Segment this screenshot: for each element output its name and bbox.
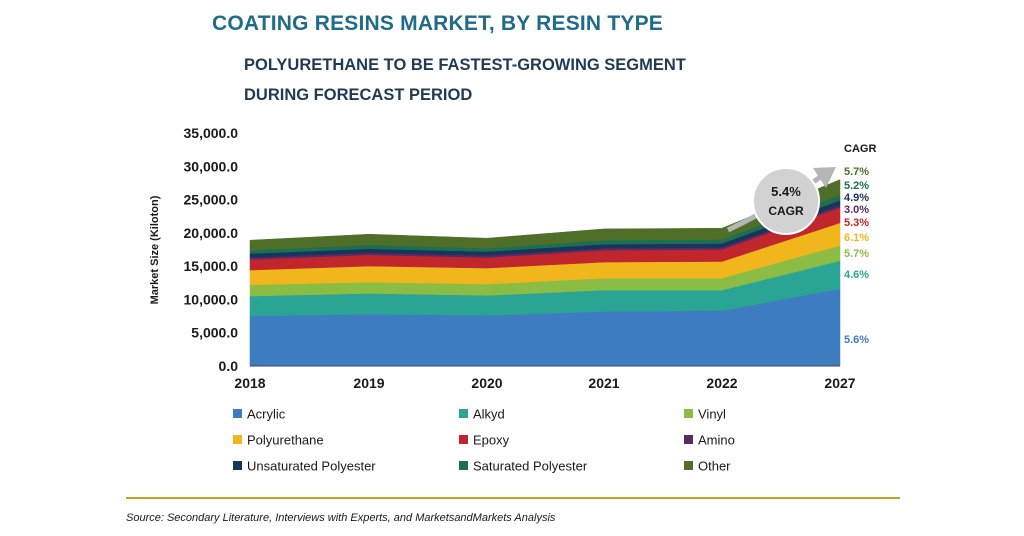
- y-tick-label: 35,000.0: [184, 125, 239, 141]
- cagr-callout-label: CAGR: [768, 204, 804, 218]
- legend-label-amino: Amino: [698, 433, 735, 448]
- y-axis-label: Market Size (Kiloton): [149, 195, 161, 304]
- subtitle-line-1: POLYURETHANE TO BE FASTEST-GROWING SEGME…: [244, 56, 686, 74]
- x-tick-label: 2022: [706, 375, 737, 391]
- cagr-label-acrylic: 5.6%: [844, 334, 869, 346]
- legend-swatch-alkyd: [459, 409, 468, 418]
- legend-swatch-acrylic: [233, 409, 242, 418]
- legend-swatch-unsaturated-polyester: [233, 461, 242, 470]
- subtitle-line-2: DURING FORECAST PERIOD: [244, 86, 473, 104]
- cagr-label-other: 5.7%: [844, 166, 869, 178]
- y-tick-label: 20,000.0: [184, 225, 239, 241]
- x-tick-label: 2018: [234, 375, 265, 391]
- y-tick-label: 15,000.0: [184, 258, 239, 274]
- legend-label-epoxy: Epoxy: [473, 433, 510, 448]
- cagr-label-vinyl: 5.7%: [844, 248, 869, 260]
- legend-swatch-polyurethane: [233, 435, 242, 444]
- cagr-label-epoxy: 5.3%: [844, 217, 869, 229]
- chart-subtitle: POLYURETHANE TO BE FASTEST-GROWING SEGME…: [244, 50, 686, 110]
- growth-arrow-head: [813, 167, 836, 188]
- footer-rule: [126, 497, 900, 499]
- legend-label-vinyl: Vinyl: [698, 407, 726, 422]
- y-tick-label: 25,000.0: [184, 192, 239, 208]
- legend-swatch-saturated-polyester: [459, 461, 468, 470]
- cagr-header: CAGR: [844, 143, 876, 155]
- legend-label-unsaturated-polyester: Unsaturated Polyester: [247, 459, 376, 474]
- legend-label-saturated-polyester: Saturated Polyester: [473, 459, 588, 474]
- legend-swatch-other: [684, 461, 693, 470]
- x-tick-label: 2027: [824, 375, 855, 391]
- source-note: Source: Secondary Literature, Interviews…: [126, 512, 556, 524]
- y-tick-label: 30,000.0: [184, 158, 239, 174]
- chart-title: COATING RESINS MARKET, BY RESIN TYPE: [212, 12, 663, 35]
- cagr-callout-value: 5.4%: [771, 184, 801, 199]
- cagr-label-saturated-polyester: 5.2%: [844, 180, 869, 192]
- cagr-label-polyurethane: 6.1%: [844, 232, 869, 244]
- y-tick-label: 5,000.0: [191, 325, 238, 341]
- x-tick-label: 2019: [353, 375, 384, 391]
- x-tick-label: 2020: [471, 375, 502, 391]
- cagr-label-amino: 3.0%: [844, 204, 869, 216]
- legend-swatch-vinyl: [684, 409, 693, 418]
- x-tick-label: 2021: [588, 375, 619, 391]
- legend-label-alkyd: Alkyd: [473, 407, 505, 422]
- cagr-callout-circle: [752, 167, 820, 235]
- cagr-label-unsaturated-polyester: 4.9%: [844, 192, 869, 204]
- legend-label-polyurethane: Polyurethane: [247, 433, 324, 448]
- y-tick-label: 10,000.0: [184, 291, 239, 307]
- legend-swatch-amino: [684, 435, 693, 444]
- area-other: [249, 179, 841, 251]
- y-tick-label: 0.0: [219, 358, 239, 374]
- legend-label-other: Other: [698, 459, 731, 474]
- legend-swatch-epoxy: [459, 435, 468, 444]
- cagr-label-alkyd: 4.6%: [844, 269, 869, 281]
- legend-label-acrylic: Acrylic: [247, 407, 286, 422]
